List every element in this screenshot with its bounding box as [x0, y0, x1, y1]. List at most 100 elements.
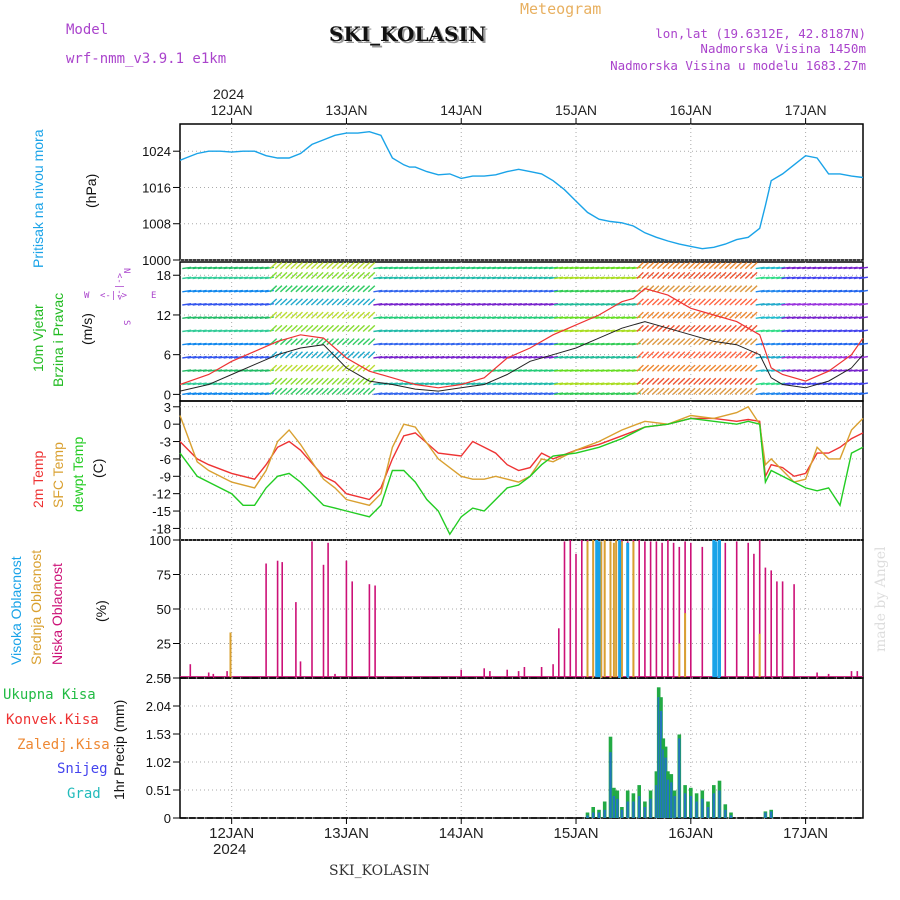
mid-cloud-bar — [592, 540, 595, 678]
wind-barb — [698, 387, 706, 395]
precip-snow-bar — [701, 798, 704, 818]
wind-barb — [672, 351, 681, 359]
wind-barb — [254, 316, 264, 319]
wind-barb — [548, 266, 559, 270]
wind-barb — [853, 316, 863, 319]
mid-cloud-bar — [586, 541, 589, 678]
wind-barb — [564, 276, 574, 280]
wind-barb — [554, 316, 564, 319]
wind-barb — [424, 266, 435, 270]
wind-barb — [585, 303, 595, 306]
wind-barb — [776, 303, 786, 306]
wind-barb — [486, 266, 497, 270]
wind-barb — [197, 355, 207, 359]
wind-barb — [471, 382, 481, 386]
wind-barb — [734, 377, 743, 386]
wind-barb — [533, 316, 543, 319]
wind-barb — [833, 355, 843, 359]
wind-barb — [713, 324, 722, 333]
panels — [179, 123, 864, 819]
wind-barb — [197, 382, 207, 386]
wind-barb — [543, 392, 553, 396]
wind-barb — [367, 351, 376, 359]
wind-barb — [362, 338, 371, 346]
wind-barb — [569, 392, 579, 396]
wind-barb — [455, 392, 466, 396]
wind-barb — [662, 298, 670, 306]
wind-barb — [838, 316, 848, 319]
wind-barb — [285, 298, 293, 306]
wind-barb — [755, 369, 765, 372]
wind-barb — [466, 329, 476, 333]
wind-barb — [595, 316, 605, 319]
wind-barb — [197, 342, 207, 346]
wind-barb — [502, 369, 512, 372]
wind-barb — [786, 355, 796, 359]
wind-barb — [341, 285, 350, 293]
wind-barb — [187, 369, 197, 372]
y-tick-label: 0.51 — [146, 783, 171, 798]
wind-barb — [569, 369, 579, 372]
wind-barb — [182, 289, 192, 293]
wind-barb — [378, 276, 388, 280]
wind-barb — [430, 382, 440, 386]
wind-barb — [182, 355, 192, 359]
wind-barb — [817, 355, 827, 359]
wind-barb — [383, 342, 393, 346]
wind-barb — [517, 316, 528, 319]
wind-barb — [259, 392, 269, 396]
wind-barb — [310, 271, 319, 280]
wind-barb — [435, 329, 445, 333]
wind-barb — [569, 303, 579, 306]
wind-barb — [533, 303, 543, 306]
wind-barb — [662, 324, 670, 333]
wind-barb — [538, 316, 548, 319]
compass-n: N — [121, 268, 131, 273]
wind-barb — [207, 266, 218, 270]
wind-barb — [786, 382, 796, 386]
wind-barb — [279, 377, 288, 386]
compass-w: W — [84, 291, 90, 301]
wind-barb — [765, 289, 776, 293]
wind-barb — [492, 316, 502, 319]
wind-barb — [600, 266, 610, 270]
wind-barb — [636, 285, 644, 293]
compass-s: S — [121, 320, 131, 325]
wind-barb — [388, 342, 398, 346]
wind-barb — [807, 369, 817, 372]
wind-barb — [698, 285, 706, 293]
wind-barb — [621, 355, 631, 359]
wind-barb — [450, 329, 460, 333]
wind-barb — [729, 351, 737, 359]
wind-barb — [548, 369, 559, 372]
wind-barb — [657, 271, 665, 280]
wind-barb — [264, 303, 274, 306]
wind-barb — [300, 285, 309, 293]
wind-barb — [621, 392, 631, 396]
wind-barb — [187, 303, 197, 306]
low-cloud-bar — [374, 585, 376, 678]
wind-barb — [626, 369, 636, 372]
wind-barb — [182, 316, 192, 319]
wind-barb — [667, 271, 675, 280]
wind-barb — [802, 342, 812, 346]
wind-barb — [858, 369, 869, 372]
wind-barb — [182, 329, 192, 333]
wind-barb — [192, 289, 202, 293]
wind-barb — [812, 369, 822, 372]
wind-barb — [827, 355, 838, 359]
wind-barb — [228, 382, 238, 386]
wind-barb — [682, 311, 691, 319]
wind-barb — [430, 355, 440, 359]
wind-barb — [631, 342, 641, 346]
wind-barb — [455, 342, 466, 346]
wind-barb — [192, 276, 202, 280]
wind-barb — [388, 276, 398, 280]
wind-barb — [548, 382, 559, 386]
wind-barb — [373, 382, 383, 386]
wind-barb — [213, 289, 223, 293]
wind-barb — [269, 285, 278, 293]
wind-barb — [424, 369, 435, 372]
wind-barb — [373, 342, 383, 346]
wind-barb — [450, 276, 460, 280]
